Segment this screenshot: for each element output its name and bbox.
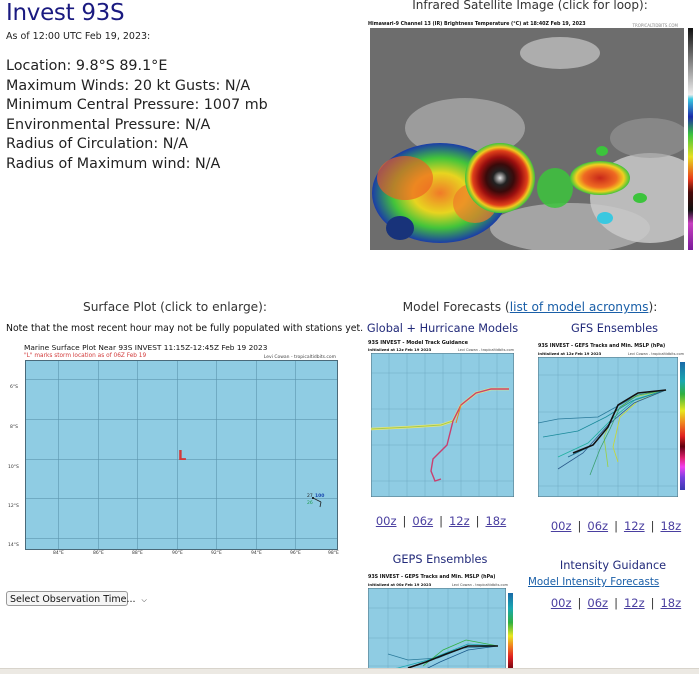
satellite-image-title: Himawari-9 Channel 13 (IR) Brightness Te… — [368, 22, 586, 27]
surface-plot-heading: Surface Plot (click to enlarge): — [82, 300, 268, 314]
gfs-run-00z[interactable]: 00z — [550, 519, 572, 533]
geps-image-title: 93S INVEST - GEPS Tracks and Min. MSLP (… — [368, 575, 496, 580]
global-run-18z[interactable]: 18z — [485, 514, 507, 528]
satellite-credit: TROPICALTIDBITS.COM — [632, 23, 678, 28]
separator: | — [475, 514, 480, 528]
gfs-image-title: 93S INVEST - GEFS Tracks and Min. MSLP (… — [538, 344, 666, 349]
as-of-timestamp: As of 12:00 UTC Feb 19, 2023: — [6, 31, 151, 42]
separator: | — [650, 596, 655, 610]
satellite-image-link[interactable]: Himawari-9 Channel 13 (IR) Brightness Te… — [358, 20, 696, 256]
geps-ensembles-image-link[interactable]: 93S INVEST - GEPS Tracks and Min. MSLP (… — [366, 575, 526, 673]
global-hurricane-run-links: 00z | 06z | 12z | 18z — [366, 514, 516, 528]
global-run-12z[interactable]: 12z — [448, 514, 470, 528]
surface-plot-note: Note that the most recent hour may not b… — [6, 323, 364, 334]
separator: | — [614, 596, 618, 610]
intensity-run-18z[interactable]: 18z — [660, 596, 682, 610]
model-forecasts-heading-suffix: ): — [648, 300, 658, 314]
env-pressure-text: Environmental Pressure: N/A — [6, 116, 211, 133]
separator: | — [614, 519, 618, 533]
intensity-run-12z[interactable]: 12z — [623, 596, 645, 610]
radius-circulation-text: Radius of Circulation: N/A — [6, 136, 189, 153]
surface-plot-image-link[interactable]: Marine Surface Plot Near 93S INVEST 11:1… — [8, 343, 339, 556]
chevron-down-icon: ⌵ — [141, 596, 147, 604]
geps-track-map — [368, 588, 506, 673]
gfs-run-links: 00z | 06z | 12z | 18z — [536, 519, 696, 533]
storm-info: Location: 9.8°S 89.1°E Maximum Winds: 20… — [6, 57, 268, 175]
model-acronyms-link[interactable]: list of model acronyms — [509, 300, 649, 314]
station-dewpoint: 26 — [307, 501, 313, 506]
global-hurricane-image-sub: Initialized at 12z Feb 19 2023 — [368, 347, 432, 352]
observation-time-select-label: Select Observation Time... — [10, 594, 136, 605]
geps-ensembles-heading: GEPS Ensembles — [392, 553, 488, 566]
separator: | — [439, 514, 443, 528]
gfs-colorbar — [680, 362, 685, 490]
separator: | — [577, 519, 582, 533]
model-intensity-forecasts-link[interactable]: Model Intensity Forecasts — [528, 576, 660, 588]
radius-max-wind-text: Radius of Maximum wind: N/A — [6, 155, 221, 172]
gfs-image-sub: Initialized at 12z Feb 19 2023 — [538, 351, 602, 356]
separator: | — [577, 596, 582, 610]
model-forecasts-heading-prefix: Model Forecasts ( — [402, 300, 510, 314]
location-text: Location: 9.8°S 89.1°E — [6, 58, 168, 74]
gfs-ensembles-heading: GFS Ensembles — [570, 322, 659, 335]
station-temp: 27 — [307, 494, 313, 499]
observation-time-select[interactable]: Select Observation Time... ⌵ — [6, 591, 147, 606]
global-hurricane-image-link[interactable]: 93S INVEST - Model Track Guidance Initia… — [366, 340, 516, 502]
intensity-run-links: 00z | 06z | 12z | 18z — [536, 596, 696, 610]
global-hurricane-heading: Global + Hurricane Models — [366, 322, 519, 335]
bottom-bar — [0, 668, 699, 674]
geps-image-sub: Initialized at 00z Feb 19 2023 — [368, 582, 432, 587]
geps-credit: Levi Cowan - tropicaltidbits.com — [451, 583, 508, 587]
geps-colorbar — [508, 593, 513, 671]
min-pressure-text: Minimum Central Pressure: 1007 mb — [6, 97, 268, 114]
surface-plot-map: L 27 100 26 — [25, 360, 338, 550]
separator: | — [650, 519, 655, 533]
surface-plot-credit: Levi Cowan - tropicaltidbits.com — [263, 355, 336, 360]
page-title: Invest 93S — [6, 0, 125, 26]
satellite-heading: Infrared Satellite Image (click for loop… — [412, 0, 648, 12]
global-hurricane-credit: Levi Cowan - tropicaltidbits.com — [457, 348, 514, 352]
station-pressure: 100 — [315, 494, 325, 499]
intensity-run-00z[interactable]: 00z — [550, 596, 572, 610]
intensity-run-06z[interactable]: 06z — [587, 596, 609, 610]
satellite-ir-image — [370, 28, 684, 250]
gfs-run-18z[interactable]: 18z — [660, 519, 682, 533]
satellite-colorbar — [688, 28, 693, 250]
model-track-map — [371, 353, 514, 497]
global-run-00z[interactable]: 00z — [375, 514, 397, 528]
wind-barb-icon — [312, 497, 322, 508]
global-run-06z[interactable]: 06z — [412, 514, 434, 528]
gfs-ensembles-image-link[interactable]: 93S INVEST - GEFS Tracks and Min. MSLP (… — [536, 344, 696, 504]
storm-location-marker: L — [178, 449, 187, 464]
gfs-track-map — [538, 357, 678, 497]
max-winds-text: Maximum Winds: 20 kt Gusts: N/A — [6, 77, 251, 94]
model-forecasts-heading: Model Forecasts (list of model acronyms)… — [360, 300, 699, 314]
gfs-run-12z[interactable]: 12z — [623, 519, 645, 533]
gfs-run-06z[interactable]: 06z — [587, 519, 609, 533]
surface-plot-title: Marine Surface Plot Near 93S INVEST 11:1… — [24, 343, 268, 352]
separator: | — [402, 514, 407, 528]
intensity-guidance-heading: Intensity Guidance — [559, 559, 667, 572]
global-hurricane-image-title: 93S INVEST - Model Track Guidance — [368, 340, 469, 346]
gfs-credit: Levi Cowan - tropicaltidbits.com — [627, 352, 684, 356]
surface-plot-storm-note: "L" marks storm location as of 06Z Feb 1… — [24, 353, 147, 359]
